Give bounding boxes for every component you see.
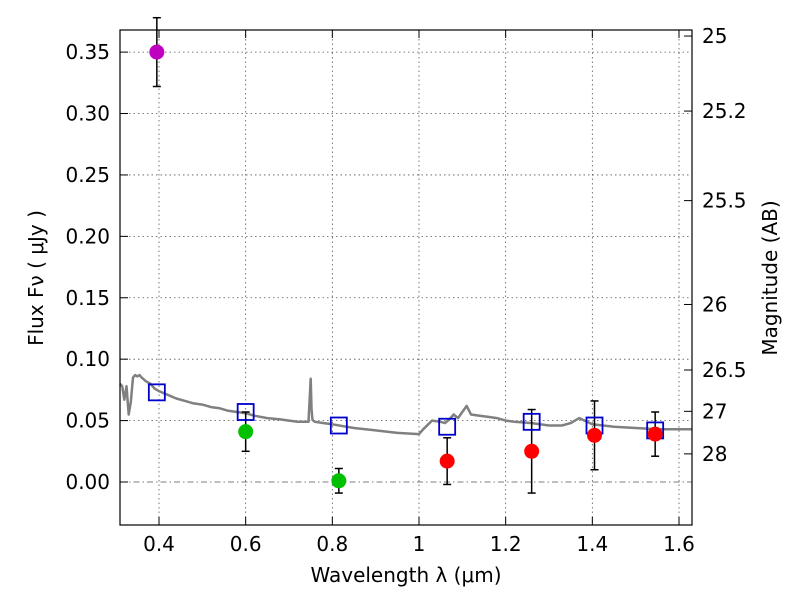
x-tick-label: 0.8 [316, 532, 348, 556]
y-tick-label: 0.00 [65, 470, 110, 494]
observed-point [149, 44, 165, 60]
x-tick-label: 1.4 [576, 532, 608, 556]
model-point [522, 412, 541, 431]
y-tick-label: 0.20 [65, 224, 110, 248]
y2-tick-label: 25.5 [702, 189, 747, 213]
grid-lines [120, 30, 692, 525]
observed-points-layer [149, 44, 663, 489]
y-tick-label: 0.35 [65, 40, 110, 64]
x-tick-label: 1 [413, 532, 426, 556]
plot-background [120, 30, 692, 525]
y2-tick-label: 25.2 [702, 99, 747, 123]
y2-axis-ticks: 25 25.2 25.5 26 26.5 27 28 [684, 24, 747, 466]
x-tick-label: 1.6 [663, 532, 695, 556]
y2-axis-label: Magnitude (AB) [758, 200, 782, 355]
y2-tick-label: 27 [702, 399, 727, 423]
x-tick-label: 1.2 [490, 532, 522, 556]
y-tick-label: 0.30 [65, 102, 110, 126]
y2-tick-label: 26 [702, 292, 727, 316]
y-axis-label: Flux Fν ( μJy ) [24, 210, 48, 346]
y-tick-label: 0.25 [65, 163, 110, 187]
observed-point [331, 473, 347, 489]
y2-tick-label: 28 [702, 442, 727, 466]
model-point [147, 383, 166, 402]
observed-point [439, 453, 455, 469]
y-axis-ticks: 0.00 0.05 0.10 0.15 0.20 0.25 0.30 0.35 [65, 40, 128, 494]
model-spectrum-line [119, 373, 692, 436]
y-tick-label: 0.10 [65, 347, 110, 371]
model-point [236, 403, 255, 421]
observed-point [587, 427, 602, 443]
observed-point [238, 424, 254, 440]
observed-point [524, 443, 540, 459]
x-axis-label: Wavelength λ (μm) [310, 563, 501, 587]
y-tick-label: 0.05 [65, 409, 110, 433]
observed-point [647, 426, 663, 442]
model-point [329, 416, 348, 435]
x-tick-label: 0.6 [230, 532, 262, 556]
model-spectrum-layer [119, 373, 692, 436]
y2-tick-label: 25 [702, 24, 727, 48]
y2-tick-label: 26.5 [702, 358, 747, 382]
model-point [438, 417, 457, 436]
y-tick-label: 0.15 [65, 286, 110, 310]
x-axis-ticks: 0.4 0.6 0.8 1 1.2 1.4 1.6 [143, 30, 695, 556]
plot-frame [119, 29, 693, 526]
x-tick-label: 0.4 [143, 532, 175, 556]
